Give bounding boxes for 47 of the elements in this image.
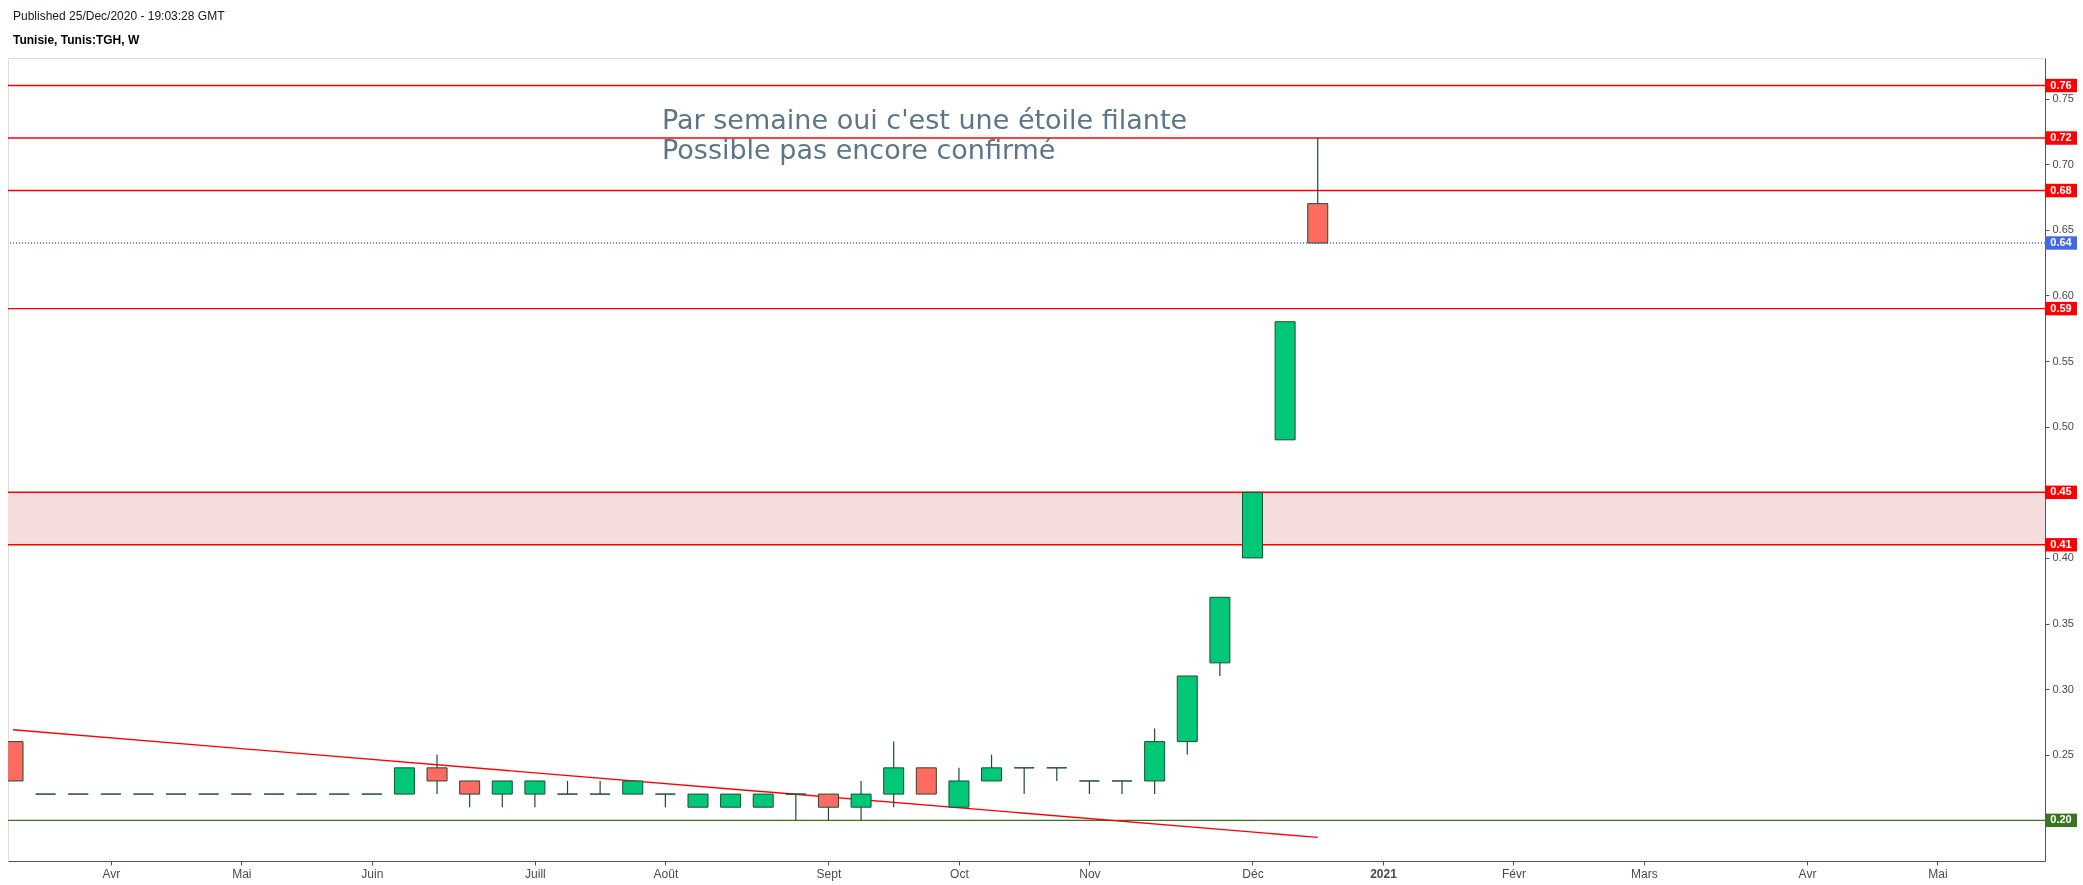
x-tick-label: Août: [653, 866, 679, 881]
y-tick-label: 0.35: [2052, 617, 2074, 630]
candlestick: [1013, 767, 1035, 795]
x-tick-label: 2021: [1370, 866, 1398, 881]
x-tick-label: Mai: [1928, 866, 1948, 881]
ref-line-label: 0.41: [2050, 537, 2072, 550]
candlestick: [785, 793, 807, 821]
y-tick-label: 0.50: [2052, 420, 2074, 433]
y-tick-label: 0.30: [2052, 682, 2074, 695]
ref-line-label: 0.72: [2050, 131, 2072, 144]
x-tick-label: Déc: [1242, 866, 1264, 881]
candlestick: [1111, 780, 1133, 795]
candlestick: [426, 754, 448, 795]
x-tick-label: Févr: [1501, 866, 1526, 881]
y-tick-label: 0.25: [2052, 748, 2074, 761]
x-tick-label: Juin: [361, 866, 384, 881]
candlestick: [817, 793, 839, 821]
x-tick-label: Oct: [950, 866, 970, 881]
ref-line-label: 0.76: [2050, 78, 2072, 91]
x-tick-label: Avr: [1798, 866, 1817, 881]
x-tick-label: Mai: [232, 866, 252, 881]
ref-line-label: 0.20: [2050, 813, 2072, 826]
candlestick: [850, 780, 872, 821]
candlestick: [524, 780, 546, 808]
y-tick-label: 0.75: [2052, 92, 2074, 105]
candlestick: [589, 780, 611, 795]
x-tick-label: Mars: [1631, 866, 1658, 881]
y-tick-label: 0.60: [2052, 288, 2074, 301]
candlestick: [981, 754, 1003, 782]
y-tick-label: 0.55: [2052, 354, 2074, 367]
y-tick-label: 0.70: [2052, 157, 2074, 170]
candlestick: [491, 780, 513, 808]
ref-line-label: 0.64: [2050, 236, 2073, 248]
x-tick-label: Avr: [102, 866, 121, 881]
x-tick-label: Sept: [816, 866, 842, 881]
y-tick-label: 0.65: [2052, 223, 2074, 236]
x-tick-label: Juill: [525, 866, 546, 881]
chart-title: Tunisie, Tunis:TGH, W: [13, 33, 140, 47]
ref-line-label: 0.45: [2050, 485, 2072, 498]
ref-line-label: 0.59: [2050, 301, 2072, 314]
text: Published 25/Dec/2020 - 19:03:28 GMT: [13, 9, 226, 23]
y-tick-label: 0.40: [2052, 551, 2074, 564]
ref-line-label: 0.68: [2050, 183, 2072, 196]
annotation: Possible pas encore confirmé: [662, 134, 1056, 165]
annotation: Par semaine oui c'est une étoile filante: [662, 104, 1188, 135]
x-tick-label: Nov: [1079, 866, 1101, 881]
candlestick: [459, 780, 481, 808]
